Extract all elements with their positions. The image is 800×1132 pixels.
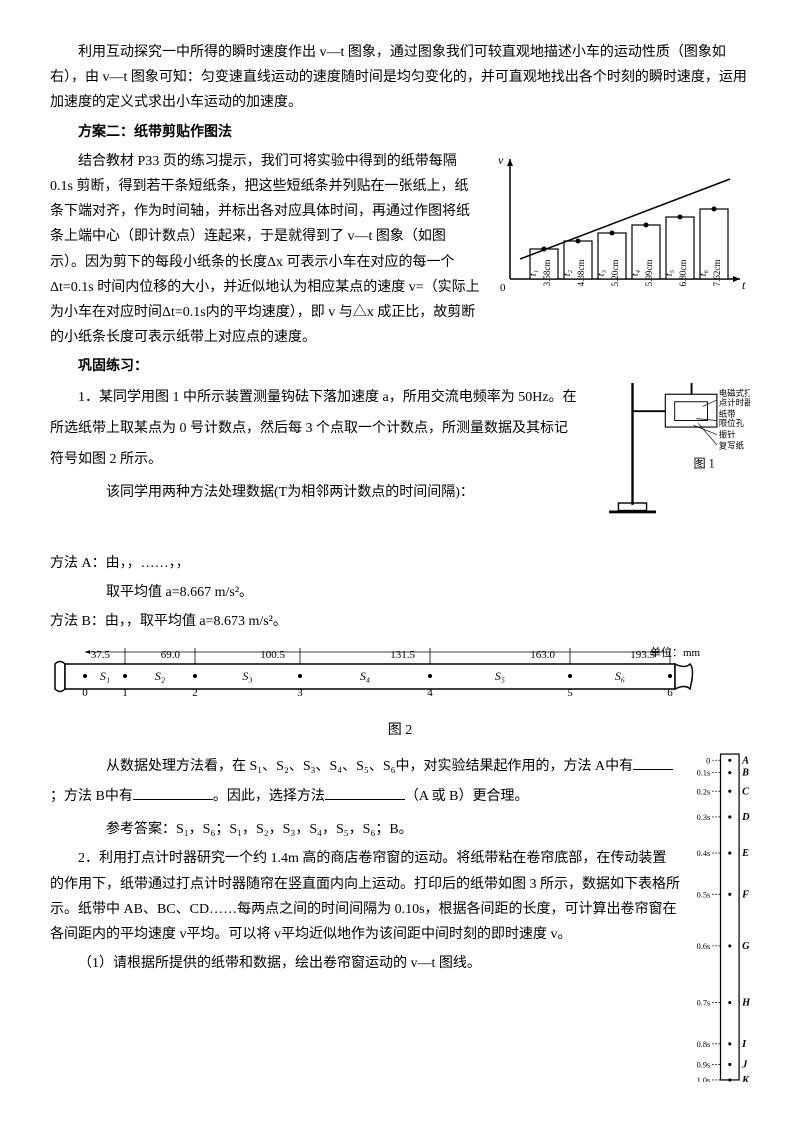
blank-3 [325, 786, 405, 800]
ex1-p3c: 。因此，选择方法 [213, 789, 325, 804]
svg-text:100.5: 100.5 [260, 649, 285, 661]
svg-text:C: C [742, 786, 749, 797]
vt-chart-figure: v t 0 3.58cmt₁ 4.38cmt₂ 5.20cmt₃ 5.99cmt₄ 6.… [490, 149, 750, 308]
svg-text:S₆: S₆ [615, 669, 625, 683]
svg-text:163.0: 163.0 [530, 649, 555, 661]
svg-text:131.5: 131.5 [390, 649, 415, 661]
svg-text:S₄: S₄ [360, 669, 370, 683]
svg-text:S₃: S₃ [242, 669, 252, 683]
ex1-methodB: 方法 B：由，，取平均值 a=8.673 m/s²。 [50, 609, 750, 634]
ex1-methodA-avg: 取平均值 a=8.667 m/s²。 [50, 580, 750, 605]
svg-text:5: 5 [567, 687, 573, 699]
svg-text:69.0: 69.0 [161, 649, 181, 661]
ex1-p3d: （A 或 B）更合理。 [405, 789, 529, 804]
ex1-p3b: ；方法 B中有 [50, 789, 133, 804]
svg-text:0.7s: 0.7s [697, 998, 711, 1007]
svg-text:t₄: t₄ [630, 269, 641, 276]
ex1-methodA: 方法 A：由，，……，， [50, 551, 750, 576]
svg-text:6: 6 [667, 687, 673, 699]
method2-block: v t 0 3.58cmt₁ 4.38cmt₂ 5.20cmt₃ 5.99cmt₄ 6.… [50, 149, 750, 355]
svg-text:限位孔: 限位孔 [719, 419, 745, 429]
svg-text:5.99cm: 5.99cm [644, 259, 654, 286]
svg-text:3.58cm: 3.58cm [542, 259, 552, 286]
apparatus-figure: 电磁式打 点计时器 纸带 限位孔 振针 复写纸 图 1 [590, 383, 750, 542]
svg-text:A: A [741, 755, 749, 766]
ex2-q1: （1）请根据所提供的纸带和数据，绘出卷帘窗运动的 v—t 图线。 [50, 951, 750, 976]
svg-text:K: K [741, 1075, 750, 1082]
svg-text:t₃: t₃ [596, 269, 607, 276]
svg-text:G: G [742, 941, 750, 952]
svg-text:H: H [741, 997, 750, 1008]
ex-continued: 0 A 0.1s B 0.2s C 0.3s D 0.4s E 0.5s F 0.6s G 0.7s H 0.8… [50, 752, 750, 1091]
svg-text:t₅: t₅ [664, 269, 675, 276]
svg-text:S₁: S₁ [100, 669, 110, 683]
fig2-caption: 图 2 [50, 718, 750, 743]
svg-text:5.20cm: 5.20cm [610, 259, 620, 286]
blank-1 [633, 756, 673, 770]
svg-text:0: 0 [82, 687, 88, 699]
svg-text:1: 1 [122, 687, 128, 699]
svg-text:I: I [741, 1039, 747, 1050]
svg-text:S₂: S₂ [155, 669, 165, 683]
svg-text:0: 0 [706, 756, 710, 765]
svg-text:点计时器: 点计时器 [719, 398, 750, 408]
svg-text:4.38cm: 4.38cm [576, 259, 586, 286]
ex1-answer: 参考答案：S₁，S₆；S₁，S₂，S₃，S₄，S₅，S₆；B。 [50, 817, 750, 842]
para-intro: 利用互动探究一中所得的瞬时速度作出 v—t 图象，通过图象我们可较直观地描述小车… [50, 40, 750, 116]
svg-text:0.5s: 0.5s [697, 890, 711, 899]
svg-text:0.2s: 0.2s [697, 787, 711, 796]
tape-figure: 0 S₁ 37.5 1 S₂ 69.0 2 S₃ 100.5 3 S₄ 131.5 4 S₅ 163.0 5 S… [50, 644, 750, 708]
svg-text:0.1s: 0.1s [697, 768, 711, 777]
ex1-p3: 从数据处理方法看，在 S₁、S₂、S₃、S₄、S₅、S₆中，对实验结果起作用的，… [50, 752, 750, 814]
svg-text:t₆: t₆ [698, 269, 709, 276]
svg-text:1.0s: 1.0s [697, 1076, 711, 1082]
heading-method2: 方案二：纸带剪贴作图法 [50, 120, 750, 145]
ex2-p1: 2．利用打点计时器研究一个约 1.4m 高的商店卷帘窗的运动。将纸带粘在卷帘底部… [50, 846, 750, 947]
svg-text:复写纸: 复写纸 [719, 441, 745, 451]
svg-text:0.9s: 0.9s [697, 1060, 711, 1069]
svg-text:0.3s: 0.3s [697, 813, 711, 822]
svg-text:振针: 振针 [719, 430, 736, 440]
svg-text:37.5: 37.5 [91, 649, 111, 661]
y-axis-label: v [498, 153, 504, 167]
tape-unit: 单位：mm [650, 645, 700, 659]
svg-text:J: J [741, 1059, 748, 1070]
ex1-p3a: 从数据处理方法看，在 S₁、S₂、S₃、S₄、S₅、S₆中，对实验结果起作用的，… [106, 759, 633, 774]
ex1-block: 电磁式打 点计时器 纸带 限位孔 振针 复写纸 图 1 1．某同学用图 1 中所… [50, 383, 750, 550]
svg-text:2: 2 [192, 687, 198, 699]
svg-text:0.8s: 0.8s [697, 1040, 711, 1049]
svg-text:E: E [741, 848, 749, 859]
svg-text:B: B [741, 767, 749, 778]
svg-text:D: D [741, 812, 750, 823]
fig1-caption: 图 1 [693, 457, 714, 471]
vertical-tape-figure: 0 A 0.1s B 0.2s C 0.3s D 0.4s E 0.5s F 0.6s G 0.7s H 0.8… [690, 752, 750, 1091]
svg-text:3: 3 [297, 687, 303, 699]
x-axis-label: t [742, 278, 746, 292]
svg-text:0.6s: 0.6s [697, 942, 711, 951]
svg-text:t₂: t₂ [562, 269, 573, 276]
svg-text:7.62cm: 7.62cm [712, 259, 722, 286]
origin-label: 0 [500, 282, 506, 294]
blank-2 [133, 786, 213, 800]
svg-text:4: 4 [427, 687, 433, 699]
heading-practice: 巩固练习： [50, 354, 750, 379]
svg-text:6.80cm: 6.80cm [678, 259, 688, 286]
svg-text:0.4s: 0.4s [697, 849, 711, 858]
svg-text:t₁: t₁ [528, 270, 539, 276]
svg-text:S₅: S₅ [495, 669, 505, 683]
svg-text:F: F [741, 889, 749, 900]
